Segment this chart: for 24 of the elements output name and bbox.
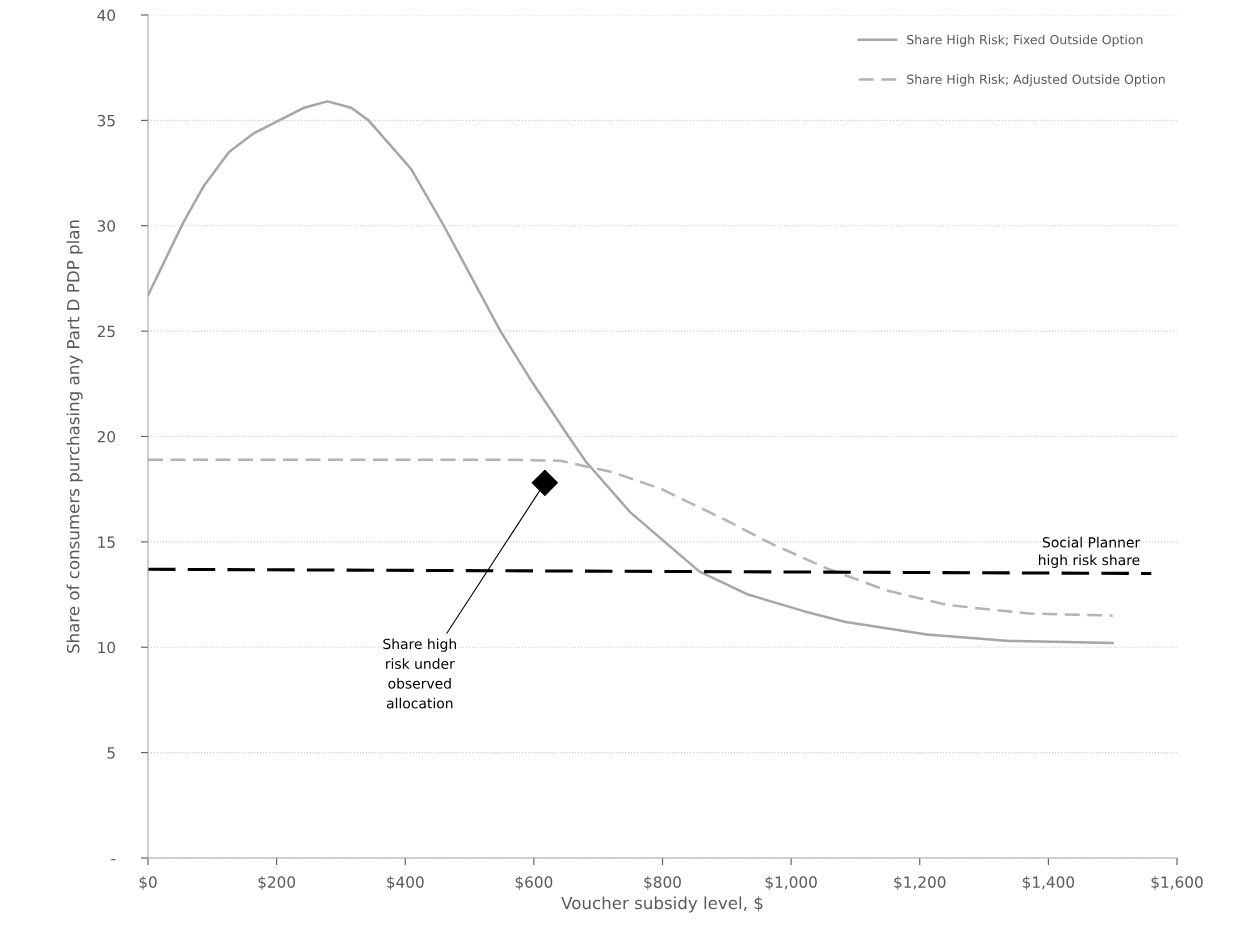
x-tick-label: $1,000 <box>765 876 817 890</box>
y-axis-title: Share of consumers purchasing any Part D PDP plan <box>66 220 83 653</box>
y-tick-label: 5 <box>107 747 115 759</box>
x-tick-label: $1,400 <box>1022 876 1075 890</box>
y-tick-label: 15 <box>98 536 115 548</box>
x-tick-label: $0 <box>139 876 157 890</box>
y-tick-label: 25 <box>97 325 115 338</box>
y-tick-label: - <box>111 859 116 861</box>
y-tick-label: 20 <box>97 430 116 443</box>
annotation: Share high risk under observed allocation <box>383 638 457 709</box>
annotation: Social Planner high risk share <box>1038 536 1141 568</box>
x-axis-title: Voucher subsidy level, $ <box>561 896 763 913</box>
x-tick-label: $400 <box>387 876 424 890</box>
x-tick-label: $600 <box>515 876 553 890</box>
legend-label: Share High Risk; Adjusted Outside Option <box>907 74 1165 87</box>
x-tick-label: $200 <box>258 876 296 890</box>
x-tick-label: $1,600 <box>1151 876 1203 890</box>
x-tick-label: $800 <box>644 876 681 890</box>
y-tick-label: 10 <box>98 641 116 654</box>
legend-label: Share High Risk; Fixed Outside Option <box>907 34 1143 47</box>
x-tick-label: $1,200 <box>894 876 946 890</box>
y-tick-label: 40 <box>97 9 116 22</box>
y-tick-label: 30 <box>97 220 116 232</box>
y-tick-label: 35 <box>97 114 115 127</box>
